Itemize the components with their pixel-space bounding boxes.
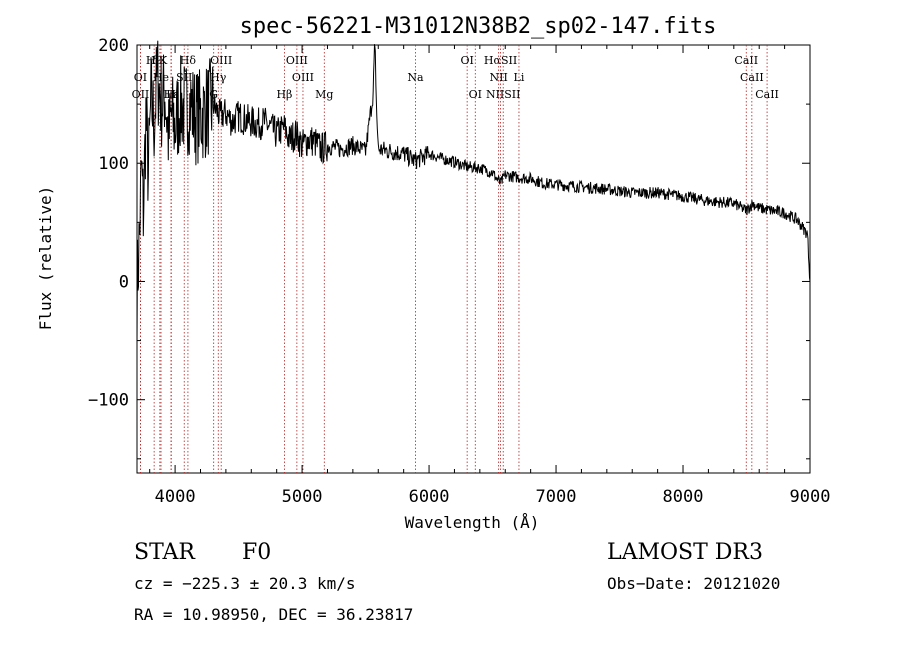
line-label-17: OII [132,88,150,101]
object-type: STAR [134,540,196,565]
obs-date: Obs−Date: 20121020 [607,574,780,593]
line-label-25: CaII [755,88,779,101]
cz-value: cz = −225.3 ± 20.3 km/s [134,574,356,593]
line-label-24: NIISII [486,88,521,101]
x-tick-label-7000: 7000 [536,487,577,507]
line-label-1: δK [152,54,168,67]
line-label-21: Hβ [276,88,292,101]
line-label-22: Mg [315,88,333,101]
x-tick-label-6000: 6000 [409,487,450,507]
line-label-7: CaII [734,54,758,67]
line-label-5: OI [460,54,473,67]
line-label-6: HαSII [484,54,517,67]
y-tick-label-3: 200 [98,36,129,56]
line-label-13: Na [407,71,424,84]
x-tick-label-4000: 4000 [155,487,196,507]
y-axis-label: Flux (relative) [36,186,55,331]
subclass: F0 [242,540,271,565]
line-label-3: OIII [210,54,232,67]
line-label-2: Hδ [180,54,197,67]
line-label-18: Hε [164,88,180,101]
line-label-11: Hγ [210,71,227,84]
x-tick-label-9000: 9000 [790,487,831,507]
line-label-16: CaII [740,71,764,84]
x-tick-label-8000: 8000 [663,487,704,507]
x-tick-label-5000: 5000 [282,487,323,507]
line-label-15: Li [514,71,525,84]
line-label-19: H [166,88,176,101]
line-label-23: OI [469,88,482,101]
survey-name: LAMOST DR3 [607,540,763,565]
y-tick-label-0: −100 [88,391,129,411]
line-label-12: OIII [292,71,314,84]
line-label-20: G [209,88,218,101]
y-tick-label-2: 100 [98,154,129,174]
coordinates: RA = 10.98950, DEC = 36.23817 [134,605,413,624]
flux-series [136,40,811,343]
line-label-4: OIII [286,54,308,67]
chart-title: spec-56221-M31012N38B2_sp02-147.fits [240,14,717,39]
x-axis-label: Wavelength (Å) [405,513,540,532]
line-label-14: NII [489,71,507,84]
y-tick-label-1: 0 [119,272,129,292]
